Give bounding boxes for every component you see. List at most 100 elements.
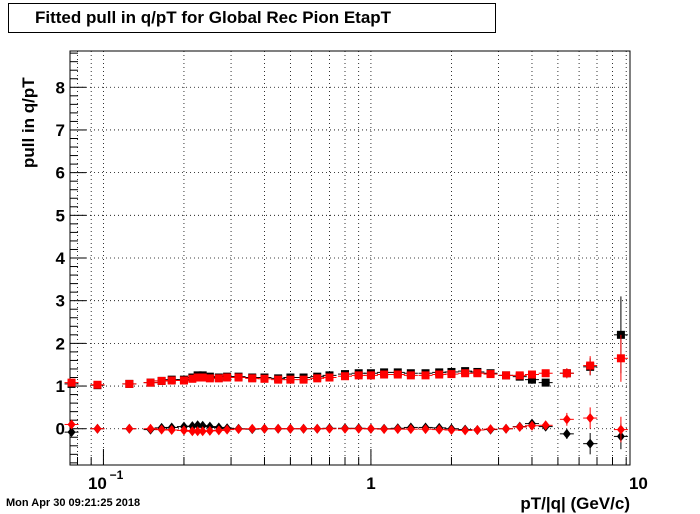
data-point xyxy=(527,375,536,384)
data-point xyxy=(313,423,322,434)
data-point xyxy=(586,361,595,370)
data-series xyxy=(64,296,628,455)
data-point xyxy=(93,380,102,389)
x-tick-label: 10 xyxy=(629,474,648,493)
data-point xyxy=(214,425,223,436)
data-point xyxy=(393,424,402,435)
data-point xyxy=(354,371,363,380)
data-point xyxy=(157,376,166,385)
data-point xyxy=(461,425,470,436)
data-point xyxy=(447,370,456,379)
data-point xyxy=(616,424,625,435)
x-tick-label: 1 xyxy=(366,474,375,493)
data-point xyxy=(421,424,430,435)
timestamp: Mon Apr 30 09:21:25 2018 xyxy=(6,497,141,509)
data-point xyxy=(125,379,134,388)
data-point xyxy=(406,424,415,435)
y-tick-label: 8 xyxy=(56,78,65,97)
y-tick-label: 1 xyxy=(56,377,65,396)
data-point xyxy=(67,378,76,387)
data-point xyxy=(341,423,350,434)
data-point xyxy=(562,428,571,439)
data-point xyxy=(502,423,511,434)
data-point xyxy=(234,424,243,435)
y-tick-label: 0 xyxy=(56,420,65,439)
data-point xyxy=(260,423,269,434)
data-point xyxy=(157,424,166,435)
data-point xyxy=(562,414,571,425)
x-tick-label: 10 xyxy=(88,474,107,493)
data-point xyxy=(198,426,207,437)
data-point xyxy=(541,420,550,431)
data-point xyxy=(223,424,232,435)
data-point xyxy=(146,378,155,387)
data-point xyxy=(473,425,482,436)
data-point xyxy=(274,423,283,434)
data-point xyxy=(366,423,375,434)
data-point xyxy=(447,425,456,436)
y-tick-label: 3 xyxy=(56,292,65,311)
data-point xyxy=(527,420,536,431)
data-point xyxy=(188,421,197,432)
series-3 xyxy=(64,407,628,443)
data-point xyxy=(214,374,223,383)
data-point xyxy=(146,423,155,434)
data-point xyxy=(421,371,430,380)
data-point xyxy=(341,372,350,381)
data-point xyxy=(435,424,444,435)
data-point xyxy=(198,420,207,431)
data-point xyxy=(586,413,595,424)
data-point xyxy=(473,369,482,378)
series-1 xyxy=(64,334,628,389)
chart-title: Fitted pull in q/pT for Global Rec Pion … xyxy=(8,3,496,33)
data-point xyxy=(205,425,214,436)
y-tick-label: 2 xyxy=(56,334,65,353)
data-point xyxy=(205,374,214,383)
data-point xyxy=(179,376,188,385)
data-point xyxy=(380,424,389,435)
data-point xyxy=(541,378,550,387)
data-point xyxy=(541,369,550,378)
data-point xyxy=(366,371,375,380)
data-point xyxy=(274,375,283,384)
data-point xyxy=(515,371,524,380)
data-point xyxy=(188,374,197,383)
data-point xyxy=(325,423,334,434)
data-point xyxy=(616,354,625,363)
y-tick-label: 6 xyxy=(56,164,65,183)
data-point xyxy=(586,438,595,449)
data-point xyxy=(380,370,389,379)
data-point xyxy=(167,376,176,385)
y-tick-label: 7 xyxy=(56,121,65,140)
data-point xyxy=(562,369,571,378)
data-point xyxy=(179,425,188,436)
data-point xyxy=(299,375,308,384)
y-tick-label: 4 xyxy=(56,249,66,268)
data-point xyxy=(223,373,232,382)
data-point xyxy=(325,373,334,382)
y-axis-label: pull in q/pT xyxy=(19,77,38,168)
data-point xyxy=(435,370,444,379)
data-point xyxy=(299,423,308,434)
data-point xyxy=(286,375,295,384)
data-point xyxy=(167,425,176,436)
data-point xyxy=(527,370,536,379)
data-point xyxy=(461,369,470,378)
data-point xyxy=(486,424,495,435)
data-point xyxy=(393,370,402,379)
x-tick-exponent: −1 xyxy=(110,468,124,482)
data-point xyxy=(67,427,76,438)
data-point xyxy=(406,371,415,380)
data-point xyxy=(234,373,243,382)
data-point xyxy=(198,373,207,382)
data-point xyxy=(313,374,322,383)
x-axis-label: pT/|q| (GeV/c) xyxy=(520,494,630,513)
data-point xyxy=(486,370,495,379)
data-point xyxy=(93,423,102,434)
grid-lines xyxy=(70,51,630,465)
y-tick-label: 5 xyxy=(56,206,65,225)
data-point xyxy=(125,423,134,434)
data-point xyxy=(260,374,269,383)
